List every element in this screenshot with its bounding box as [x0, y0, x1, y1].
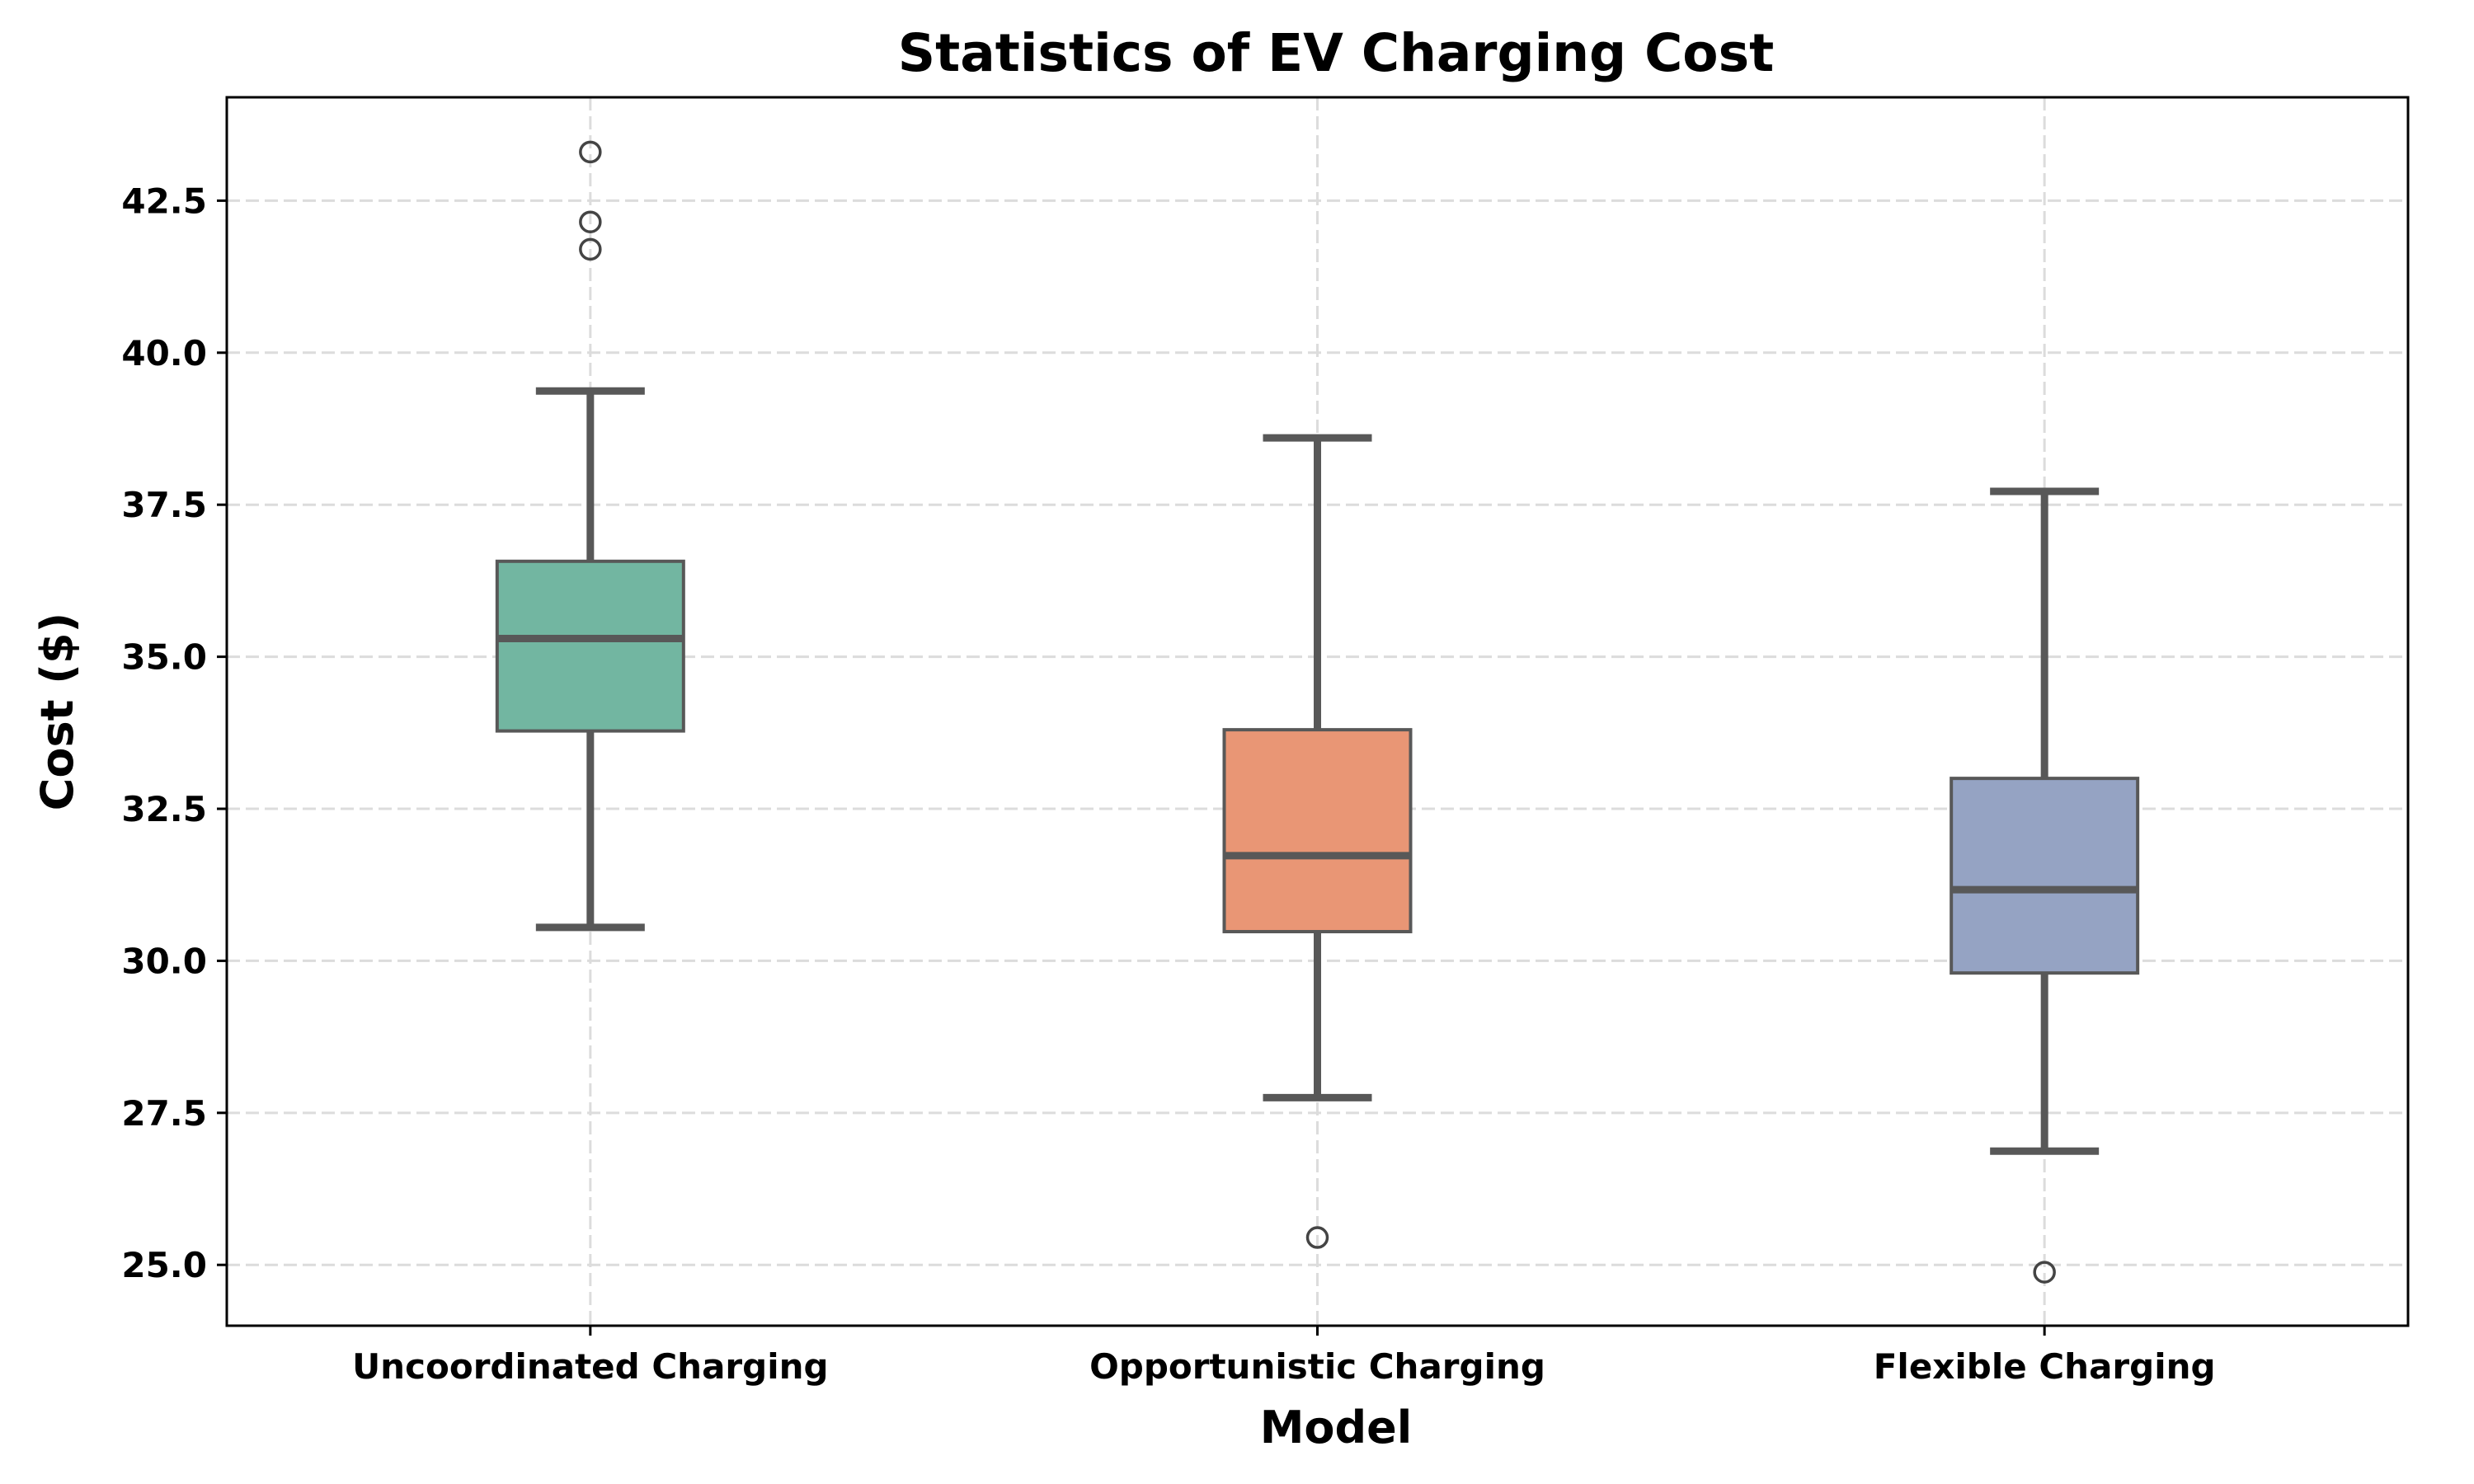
outlier-point — [579, 237, 602, 261]
box-1 — [495, 140, 685, 932]
iqr-box — [495, 559, 685, 733]
y-tick-label: 30.0 — [121, 941, 207, 981]
box-2 — [1222, 434, 1413, 1249]
outlier-point — [2033, 1261, 2056, 1284]
box-3 — [1950, 487, 2140, 1284]
outlier-point — [1305, 1226, 1329, 1249]
y-tick-label: 27.5 — [121, 1093, 207, 1134]
y-tick-label: 35.0 — [121, 637, 207, 678]
y-axis-label: Cost ($) — [31, 613, 83, 810]
y-tick-label: 40.0 — [121, 333, 207, 373]
x-tick-label: Uncoordinated Charging — [352, 1346, 828, 1387]
axis-ticks: 25.0 27.5 30.0 32.5 35.0 37.5 40.0 42.5 Uncoordi… — [121, 181, 2215, 1387]
y-tick-label: 42.5 — [121, 181, 207, 221]
y-tick-label: 32.5 — [121, 789, 207, 829]
boxes-layer — [495, 140, 2140, 1284]
outlier-point — [579, 140, 602, 164]
y-tick-label: 37.5 — [121, 485, 207, 525]
chart-title: Statistics of EV Charging Cost — [898, 23, 1774, 83]
x-axis-label: Model — [1260, 1402, 1413, 1453]
iqr-box — [1222, 728, 1413, 934]
outlier-point — [579, 210, 602, 233]
y-tick-label: 25.0 — [121, 1245, 207, 1285]
x-tick-label: Opportunistic Charging — [1089, 1346, 1545, 1387]
iqr-box — [1950, 777, 2140, 975]
x-tick-label: Flexible Charging — [1874, 1346, 2216, 1387]
